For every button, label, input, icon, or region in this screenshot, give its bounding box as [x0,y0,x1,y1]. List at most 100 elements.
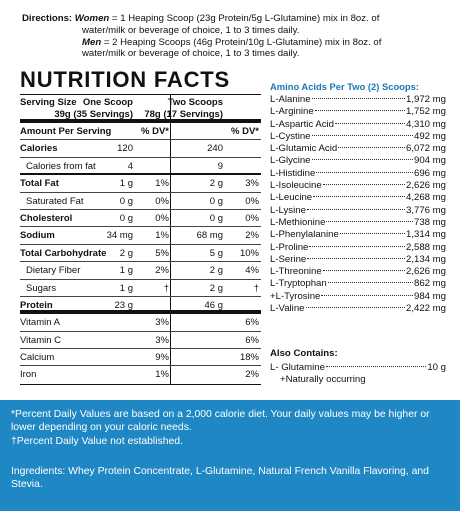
dv-one-scoop: 1% [155,178,169,190]
amino-acid-name: L-Glycine [270,155,311,167]
dv-one-scoop: 5% [155,247,169,259]
amount-two-scoops: 2 g [209,178,223,190]
amount-two-scoops: 68 mg [196,230,223,242]
amino-acid-name: L-Alanine [270,94,311,105]
women-text-2: water/milk or beverage of choice, 1 to 3… [82,24,300,36]
amount-one-scoop: 120 [117,143,133,155]
amount-two-scoops: 2 g [209,265,223,277]
amino-acid-row: L-Tryptophan 862 mg [270,278,446,290]
amino-acids-title: Amino Acids Per Two (2) Scoops: [270,81,419,92]
amount-two-scoops: 240 [207,143,223,155]
col2-sub: 78g (17 Servings) [144,109,223,120]
amino-acid-row: L-Aspartic Acid 4,310 mg [270,119,446,131]
amino-acid-row: L-Methionine 738 mg [270,217,446,229]
dv-two-scoops: 18% [239,352,259,364]
leader-dots [309,245,405,247]
amino-acid-name: +L-Tyrosine [270,290,321,302]
col1-head: One Scoop [82,97,133,108]
directions-men-line: Men = 2 Heaping Scoops (46g Protein/10g … [22,37,452,49]
amino-acid-value: 984 mg [414,290,446,302]
amino-acid-row: +L-Tyrosine 984 mg [270,291,446,303]
women-label: Women [74,13,110,24]
nutrient-row: Vitamin A 3% 6% [20,314,261,332]
nutrient-name: Iron [20,369,37,381]
nutrient-row: Saturated Fat 0 g 0% 0 g 0% [20,193,261,210]
nutrient-row: Calories from fat 4 9 [20,158,261,176]
nutrient-name: Dietary Fiber [26,265,81,277]
ingredients-text: Ingredients: Whey Protein Concentrate, L… [11,466,429,491]
directions-women-line: Directions: Women = 1 Heaping Scoop (23g… [22,13,452,25]
column-divider [170,95,171,384]
amino-acid-row: L-Arginine 1,752 mg [270,106,446,118]
amino-acid-row: L-Lysine 3,776 mg [270,205,446,217]
amino-acid-value: 4,310 mg [405,118,446,130]
dv-two-scoops: 2% [245,369,259,381]
amount-header-row: Amount Per Serving % DV* % DV* [20,123,261,141]
leader-dots [335,122,405,124]
amino-acid-value: 1,972 mg [405,94,446,105]
amino-acid-value: 738 mg [414,216,446,228]
amino-acid-value: 6,072 mg [405,143,446,155]
nutrient-row: Vitamin C 3% 6% [20,332,261,350]
amino-acids-panel: Amino Acids Per Two (2) Scoops: L-Alanin… [270,81,446,315]
amino-acid-row: L-Cystine 492 mg [270,131,446,143]
nutrient-name: Total Carbohydrate [20,247,107,259]
leader-dots [305,307,405,309]
col1-sub: 39g (35 Servings) [54,109,133,120]
nutrition-facts-table: Serving Size One Scoop 39g (35 Servings) … [20,94,261,385]
dv-two-scoops: 3% [245,178,259,190]
amount-one-scoop: 1 g [119,178,133,190]
amino-acid-name: L-Histidine [270,167,316,179]
men-text-2: water/milk or beverage of choice, 1 to 3… [82,48,300,60]
info-footer: *Percent Daily Values are based on a 2,0… [0,400,460,511]
glutamine-name: L- Glutamine [270,362,325,373]
amino-acid-name: L-Valine [270,303,305,315]
amount-two-scoops: 0 g [209,195,223,207]
dv-one-scoop: 9% [155,352,169,364]
amino-acid-name: L-Arginine [270,106,314,118]
amino-acid-row: L-Valine 2,422 mg [270,303,446,315]
serving-size-label: Serving Size [20,97,77,108]
amino-acid-name: L-Phenylalanine [270,229,339,241]
men-text: = 2 Heaping Scoops (46g Protein/10g L-Gl… [101,36,382,48]
dv-two-scoops: 0% [245,195,259,207]
amount-one-scoop: 23 g [114,299,134,311]
dv-one-scoop: 0% [155,195,169,207]
col2-header: Two Scoops 78g (17 Servings) [144,95,223,121]
naturally-occurring-note: +Naturally occurring [280,374,366,386]
amino-acid-row: L-Glutamic Acid 6,072 mg [270,143,446,155]
amino-acid-name: L-Cystine [270,130,311,142]
nutrient-name: Calories [20,143,58,155]
nutrient-row: Total Fat 1 g 1% 2 g 3% [20,175,261,193]
amount-two-scoops: 0 g [209,212,223,224]
nutrient-row: Calories 120 240 [20,140,261,158]
nutrient-name: Sugars [26,282,57,294]
serving-size-row: Serving Size One Scoop 39g (35 Servings) … [20,95,261,123]
leader-dots [322,270,405,272]
amount-one-scoop: 34 mg [106,230,133,242]
amino-acid-name: L-Threonine [270,266,322,278]
nutrient-row: Dietary Fiber 1 g 2% 2 g 4% [20,262,261,280]
nutrient-row: Iron 1% 2% [20,366,261,383]
nutrient-row: Calcium 9% 18% [20,349,261,367]
nutrient-name: Sodium [20,230,55,242]
amount-one-scoop: 0 g [119,195,133,207]
amino-acid-row: L-Threonine 2,626 mg [270,266,446,278]
amino-acid-value: 2,626 mg [405,180,446,192]
amino-acid-name: L-Methionine [270,216,326,228]
amount-one-scoop: 1 g [119,282,133,294]
leader-dots [314,110,405,112]
amino-acid-value: 2,626 mg [405,266,446,278]
amino-acid-value: 492 mg [414,130,446,142]
nutrient-name: Calories from fat [26,160,96,172]
dv-label-1: % DV* [141,126,169,137]
dv-two-scoops: 6% [245,317,259,329]
women-text: = 1 Heaping Scoop (23g Protein/5g L-Glut… [109,13,380,24]
glutamine-value: 10 g [427,362,446,373]
amino-acid-value: 862 mg [414,278,446,290]
directions-label: Directions: [22,13,73,24]
label-panel: Directions: Women = 1 Heaping Scoop (23g… [20,13,452,386]
nutrient-name: Cholesterol [20,212,73,224]
dv-two-scoops: 10% [239,247,259,259]
nutrient-row: Sugars 1 g † 2 g † [20,280,261,297]
